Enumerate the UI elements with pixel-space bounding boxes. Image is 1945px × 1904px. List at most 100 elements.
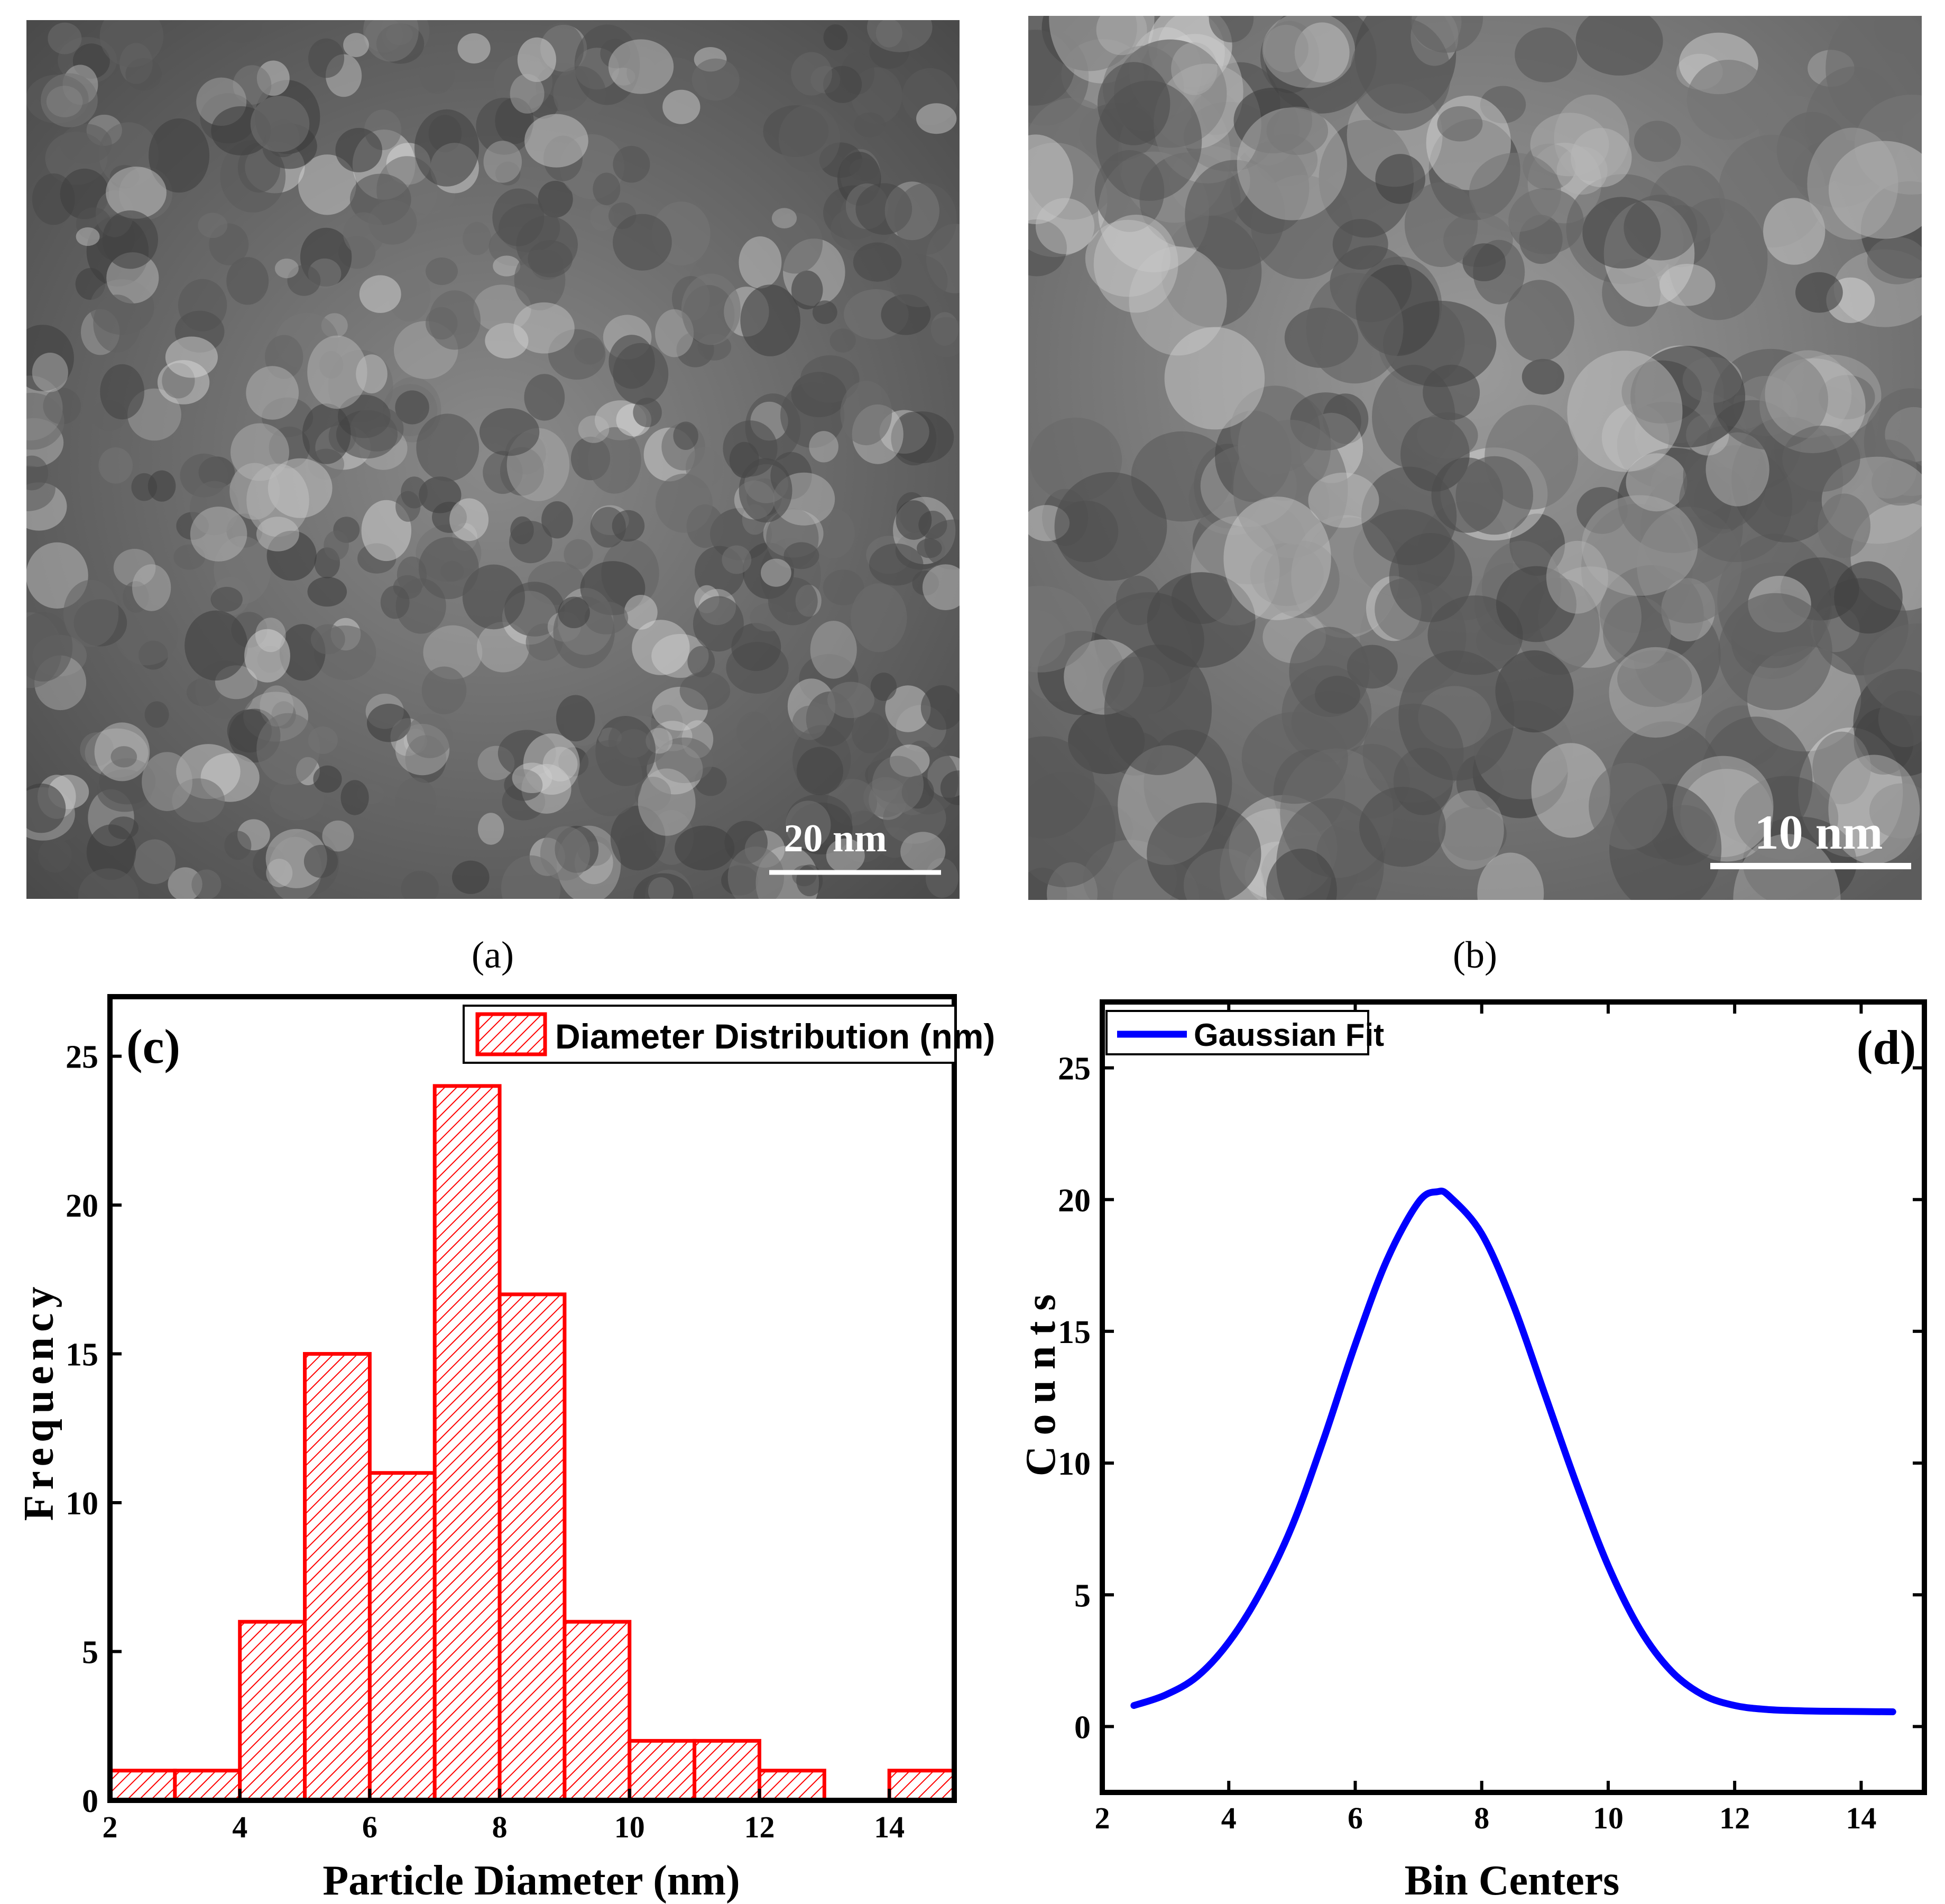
- gaussian-x-title: Bin Centers: [1405, 1857, 1620, 1904]
- tem-particle: [1782, 426, 1860, 492]
- tem-particle: [60, 124, 112, 164]
- tem-particle: [823, 24, 848, 51]
- tem-particle: [1609, 647, 1702, 738]
- histogram-x-tick-label: 4: [232, 1810, 247, 1844]
- tem-particle: [308, 726, 338, 754]
- tem-particle: [1864, 388, 1922, 496]
- histogram-bar: [108, 1769, 177, 1802]
- tem-particle: [872, 756, 924, 813]
- histogram-x-tick-label: 8: [492, 1810, 508, 1844]
- tem-particle: [416, 413, 480, 482]
- tem-particle: [722, 545, 752, 574]
- tem-particle: [1577, 486, 1628, 534]
- tem-particle: [1571, 128, 1632, 188]
- tem-particle: [643, 57, 708, 127]
- tem-particle: [675, 825, 735, 871]
- tem-particle: [504, 769, 543, 801]
- histogram-y-tick-label: 10: [66, 1486, 98, 1522]
- tem-particle: [313, 765, 342, 793]
- tem-particle: [687, 646, 715, 677]
- tem-particle: [1171, 42, 1218, 95]
- histogram-y-tick-label: 5: [82, 1635, 98, 1671]
- tem-particle: [108, 816, 139, 840]
- histogram-bar: [367, 1471, 437, 1802]
- histogram-bar: [238, 1620, 307, 1802]
- tem-particle: [851, 583, 907, 652]
- tem-particle: [1878, 690, 1922, 748]
- tem-particle: [303, 844, 338, 878]
- tem-particle: [134, 839, 176, 884]
- tem-particle: [1480, 86, 1526, 124]
- tem-particle: [902, 68, 958, 125]
- tem-particle: [32, 353, 68, 392]
- tem-particle: [244, 629, 290, 683]
- tem-particle: [246, 463, 309, 537]
- tem-particle: [673, 421, 698, 450]
- tem-particle: [477, 813, 504, 845]
- tem-particle: [476, 97, 532, 155]
- gaussian-x-tick-label: 14: [1846, 1801, 1876, 1835]
- tem-particle: [1828, 755, 1920, 864]
- tem-particle: [512, 762, 552, 793]
- tem-particle: [1441, 806, 1507, 861]
- tem-particle: [307, 335, 367, 409]
- tem-particle: [110, 746, 137, 768]
- tem-particle: [916, 103, 957, 134]
- tem-particle: [740, 284, 800, 356]
- tem-particle: [632, 620, 690, 675]
- tem-particle: [380, 585, 410, 619]
- tem-particle: [479, 408, 540, 456]
- histogram-chart: 2 4 6 8 10 12 14 0 5 10 15 20 25 (c) Diameter Distri…: [16, 994, 995, 1904]
- tem-particle: [1375, 154, 1425, 204]
- gaussian-y-title: C o u n t s: [1018, 1294, 1064, 1477]
- histogram-bar: [173, 1769, 242, 1802]
- tem-particle: [612, 510, 645, 542]
- tem-particle: [38, 838, 72, 873]
- histogram-y-tick-label: 0: [82, 1783, 98, 1819]
- tem-particle: [1867, 237, 1922, 284]
- tem-particle: [829, 328, 856, 353]
- tem-particle: [1455, 456, 1533, 535]
- tem-particle: [900, 832, 946, 872]
- tem-particle: [257, 646, 284, 673]
- tem-particle: [102, 210, 158, 269]
- tem-particle: [1266, 106, 1329, 155]
- histogram-legend: Diameter Distribution (nm): [463, 1005, 995, 1064]
- tem-particle: [72, 43, 110, 79]
- tem-particle: [1589, 762, 1667, 850]
- tem-particle: [1209, 16, 1254, 43]
- tem-particle: [419, 57, 455, 94]
- tem-particle: [633, 398, 662, 427]
- tem-particle: [1505, 280, 1574, 362]
- tem-particle: [123, 581, 149, 613]
- tem-image-a: 20 nm: [26, 20, 960, 899]
- tem-particle: [210, 586, 243, 612]
- tem-particle: [359, 275, 401, 313]
- tem-particle: [791, 52, 832, 96]
- histogram-legend-label: Diameter Distribution (nm): [555, 1017, 995, 1056]
- tem-particle: [541, 501, 573, 539]
- tem-particle: [1359, 787, 1446, 867]
- tem-particle: [1495, 650, 1574, 733]
- tem-particle: [891, 411, 937, 466]
- gaussian-y-tick-label: 20: [1058, 1183, 1091, 1219]
- tem-particle: [148, 470, 176, 502]
- tem-particle: [162, 363, 195, 399]
- tem-particle: [1734, 776, 1839, 860]
- tem-particle: [1423, 364, 1480, 420]
- tem-particle: [113, 549, 156, 587]
- tem-particle: [912, 571, 939, 596]
- tem-particle: [1096, 16, 1147, 56]
- tem-particle: [1028, 586, 1093, 673]
- tem-particle: [93, 295, 141, 353]
- tem-particle: [287, 265, 321, 296]
- tem-particle: [768, 577, 818, 626]
- tem-particle: [1522, 358, 1564, 395]
- tem-particle: [924, 519, 960, 570]
- tem-particle: [1185, 160, 1285, 270]
- tem-particle: [229, 463, 280, 520]
- tem-particle: [261, 397, 314, 437]
- tem-particle: [1241, 712, 1348, 804]
- tem-particle: [26, 783, 66, 833]
- gaussian-x-tick-label: 2: [1095, 1801, 1110, 1835]
